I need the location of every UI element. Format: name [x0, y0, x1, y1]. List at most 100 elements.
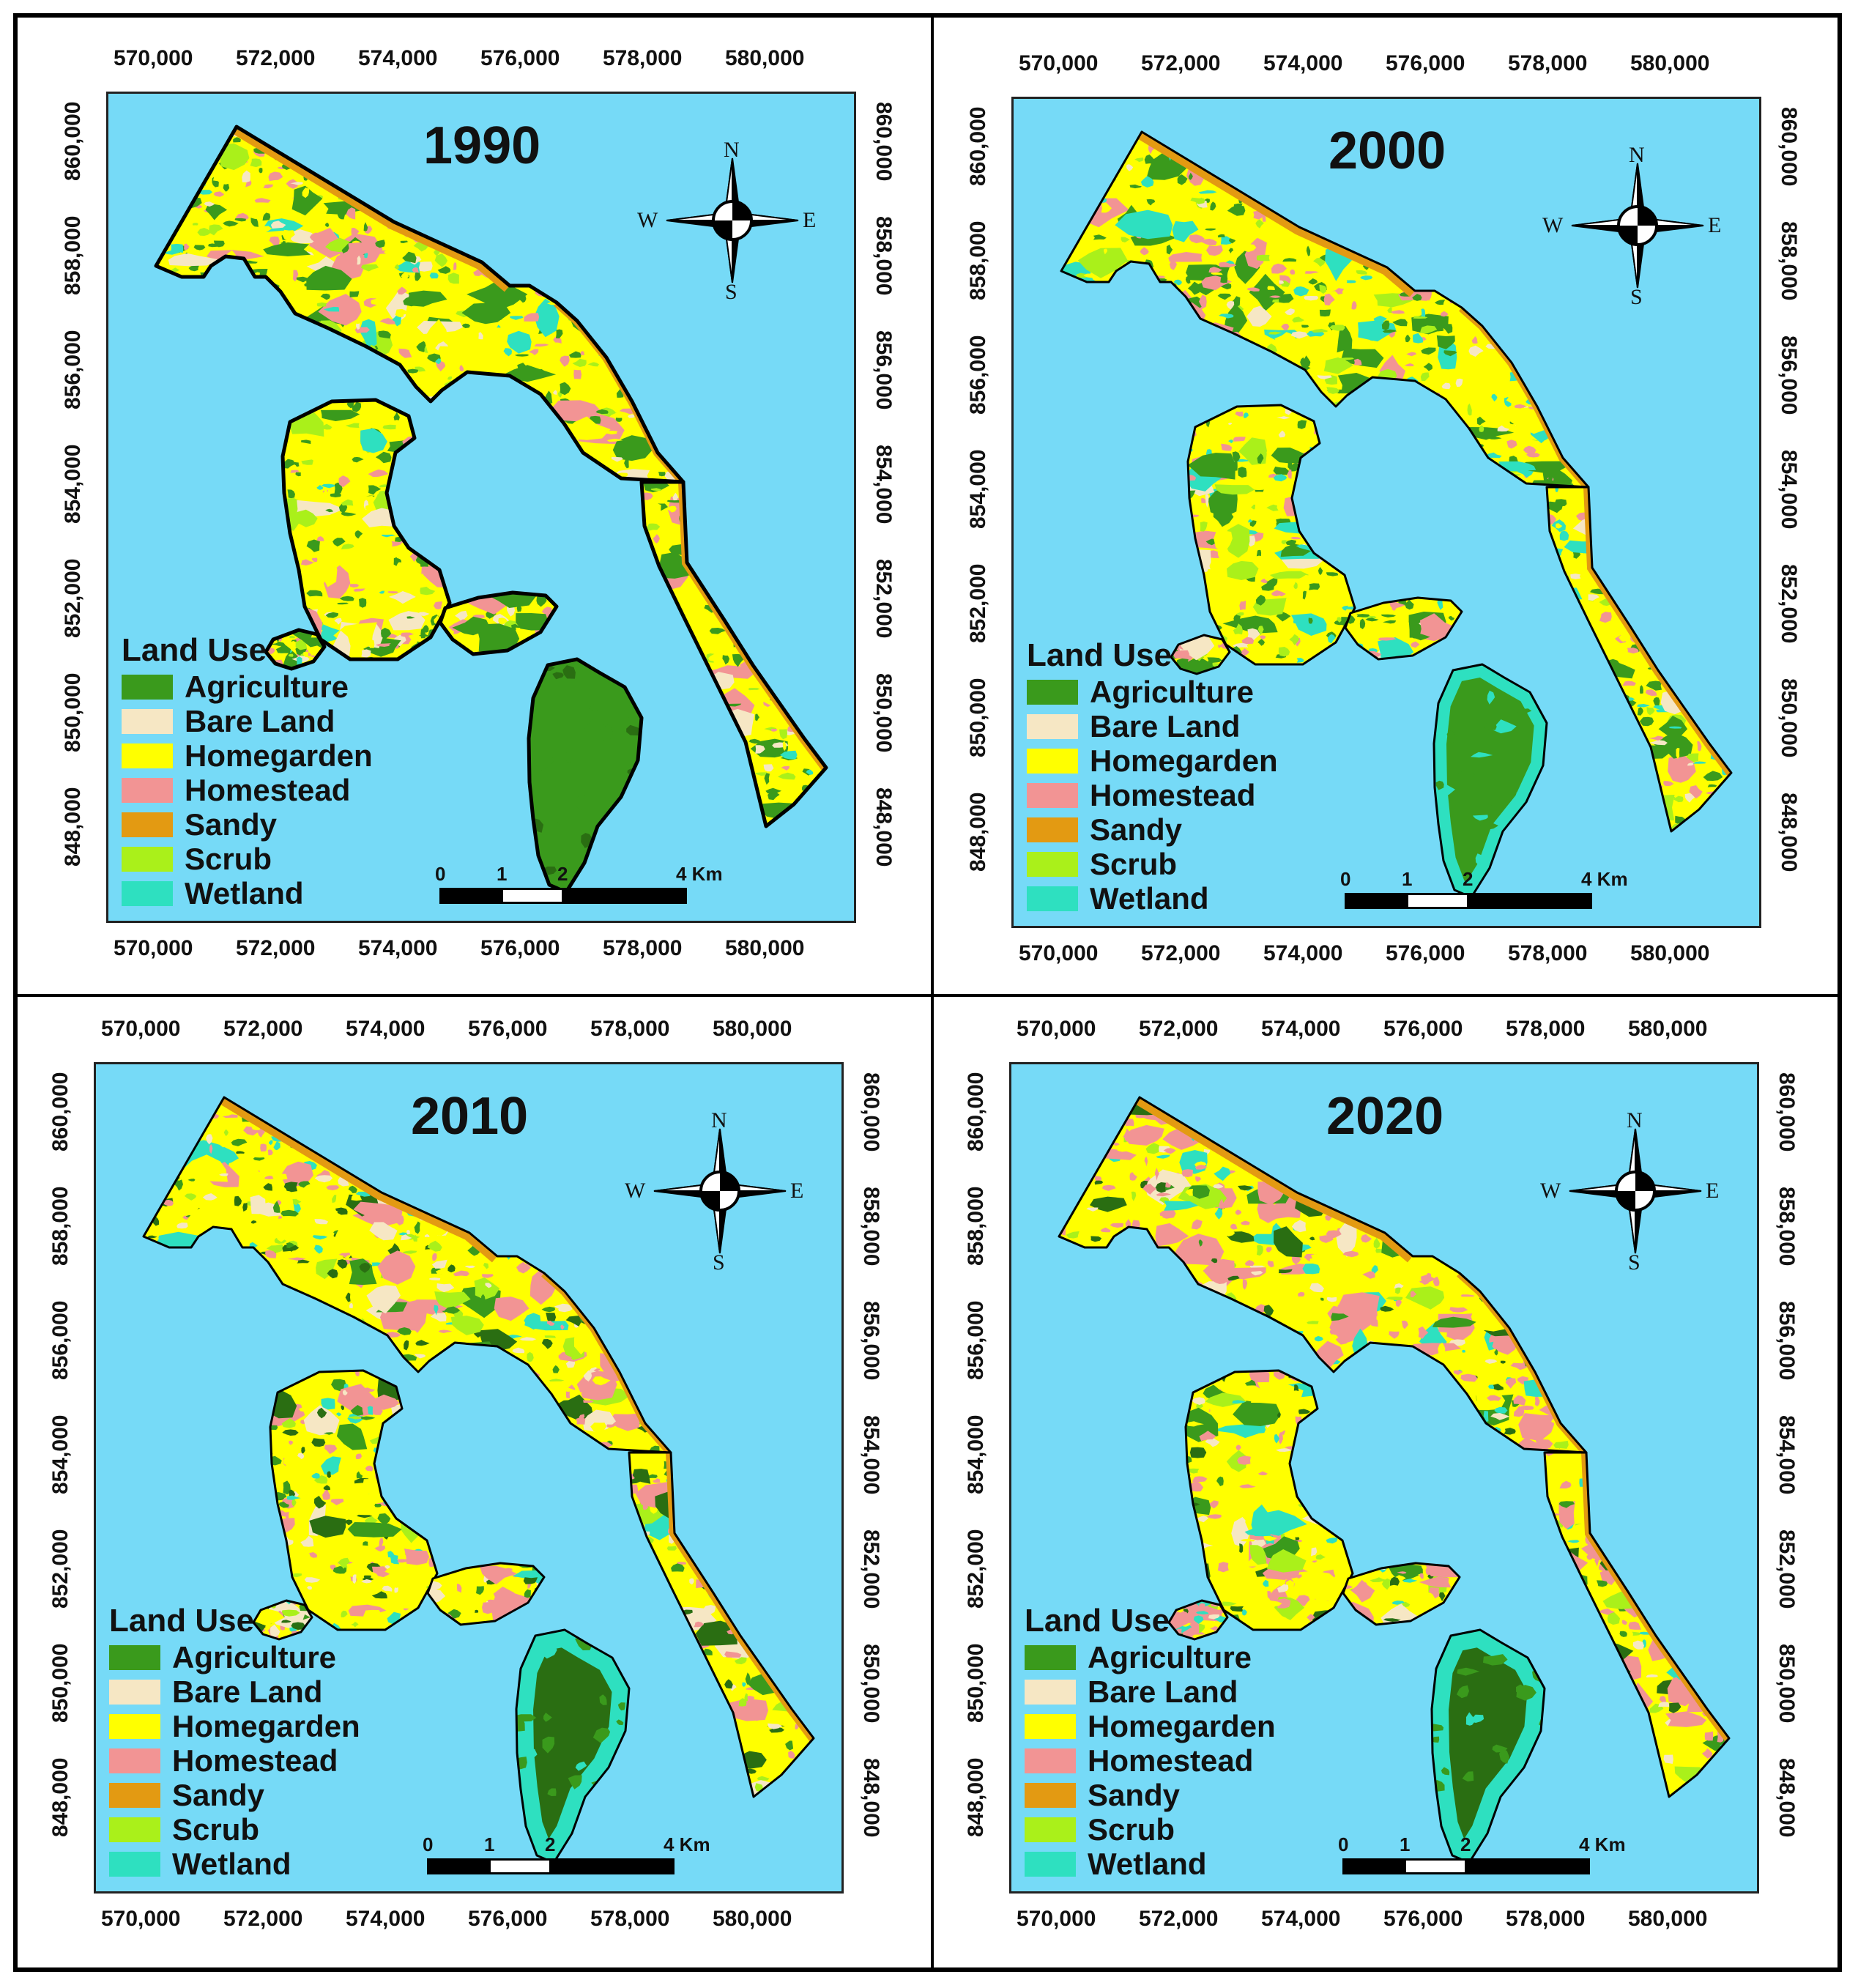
- patch: [1590, 716, 1603, 719]
- patch: [1270, 1195, 1302, 1219]
- patch: [257, 319, 269, 327]
- patch: [185, 370, 192, 377]
- patch: [168, 1412, 177, 1420]
- patch: [1465, 180, 1486, 191]
- patch: [1493, 312, 1518, 343]
- patch: [1478, 149, 1486, 157]
- patch: [1679, 601, 1714, 624]
- patch: [316, 1407, 327, 1419]
- patch: [286, 179, 299, 189]
- patch: [1320, 423, 1359, 445]
- y-tick-label-left: 852,000: [61, 558, 85, 638]
- patch: [486, 387, 519, 409]
- patch: [1567, 596, 1573, 606]
- patch: [661, 821, 670, 826]
- patch: [330, 493, 341, 497]
- patch: [469, 392, 488, 396]
- patch: [689, 761, 706, 770]
- patch: [512, 1347, 525, 1354]
- patch: [253, 394, 270, 407]
- patch: [173, 1326, 215, 1338]
- patch: [1370, 329, 1386, 333]
- patch: [540, 448, 545, 456]
- patch: [275, 455, 280, 468]
- patch: [220, 1125, 239, 1130]
- patch: [511, 275, 518, 285]
- patch: [1220, 223, 1266, 243]
- legend-label: Homegarden: [1090, 743, 1278, 778]
- patch: [638, 388, 648, 396]
- patch: [246, 371, 259, 377]
- patch: [1341, 348, 1384, 368]
- patch: [162, 1124, 166, 1130]
- x-tick-label-top: 580,000: [1628, 1017, 1708, 1041]
- patch: [763, 1482, 783, 1512]
- patch: [265, 1250, 277, 1258]
- patch: [1568, 719, 1575, 728]
- patch: [1616, 496, 1629, 502]
- patch: [1516, 236, 1529, 245]
- patch: [391, 141, 402, 149]
- patch: [1170, 474, 1181, 482]
- patch: [413, 1465, 437, 1478]
- patch: [1247, 287, 1260, 292]
- x-tick-label-bottom: 574,000: [1261, 1907, 1341, 1931]
- patch: [1614, 524, 1624, 531]
- patch: [1064, 365, 1073, 370]
- patch: [381, 534, 395, 538]
- patch: [1148, 1340, 1159, 1351]
- patch: [560, 382, 571, 396]
- patch: [1695, 667, 1709, 678]
- patch: [1266, 160, 1274, 167]
- patch: [1292, 1117, 1307, 1124]
- patch: [1342, 431, 1355, 440]
- x-tick-label-bottom: 574,000: [358, 936, 438, 960]
- patch: [435, 1269, 450, 1275]
- patch: [201, 1324, 216, 1330]
- patch: [161, 383, 173, 387]
- patch: [352, 456, 364, 463]
- vertical-divider: [931, 13, 934, 1972]
- patch: [156, 360, 163, 366]
- patch: [788, 513, 800, 519]
- patch: [168, 253, 221, 267]
- legend-swatch: [122, 846, 173, 872]
- patch: [1185, 275, 1191, 284]
- patch: [211, 272, 226, 276]
- patch: [576, 1822, 592, 1835]
- patch: [187, 142, 197, 154]
- patch: [703, 715, 729, 727]
- patch: [514, 429, 524, 442]
- patch: [696, 1680, 710, 1692]
- patch: [764, 1540, 772, 1548]
- patch: [300, 559, 314, 565]
- patch: [628, 414, 635, 418]
- patch: [231, 1138, 248, 1146]
- patch: [1115, 1337, 1127, 1348]
- patch: [1238, 1350, 1251, 1354]
- patch: [248, 412, 259, 416]
- patch: [352, 401, 362, 412]
- patch: [1273, 474, 1287, 482]
- patch: [431, 1259, 447, 1269]
- patch: [369, 639, 375, 648]
- patch: [263, 305, 271, 310]
- patch: [655, 819, 668, 826]
- parcel-outline: [1344, 596, 1463, 661]
- patch: [360, 364, 365, 374]
- patch: [1293, 617, 1301, 624]
- patch: [1230, 381, 1242, 393]
- patch: [590, 1423, 607, 1433]
- patch: [423, 182, 427, 185]
- y-tick-label-left: 852,000: [966, 563, 990, 643]
- patch: [1466, 286, 1479, 292]
- patch: [1108, 297, 1118, 302]
- patch: [1525, 1097, 1533, 1101]
- patch: [1168, 312, 1187, 319]
- patch: [1307, 453, 1353, 467]
- patch: [487, 601, 502, 610]
- patch: [260, 1143, 267, 1151]
- legend-label: Sandy: [172, 1777, 265, 1812]
- y-tick-label-right: 854,000: [1775, 1415, 1799, 1495]
- patch: [691, 822, 707, 826]
